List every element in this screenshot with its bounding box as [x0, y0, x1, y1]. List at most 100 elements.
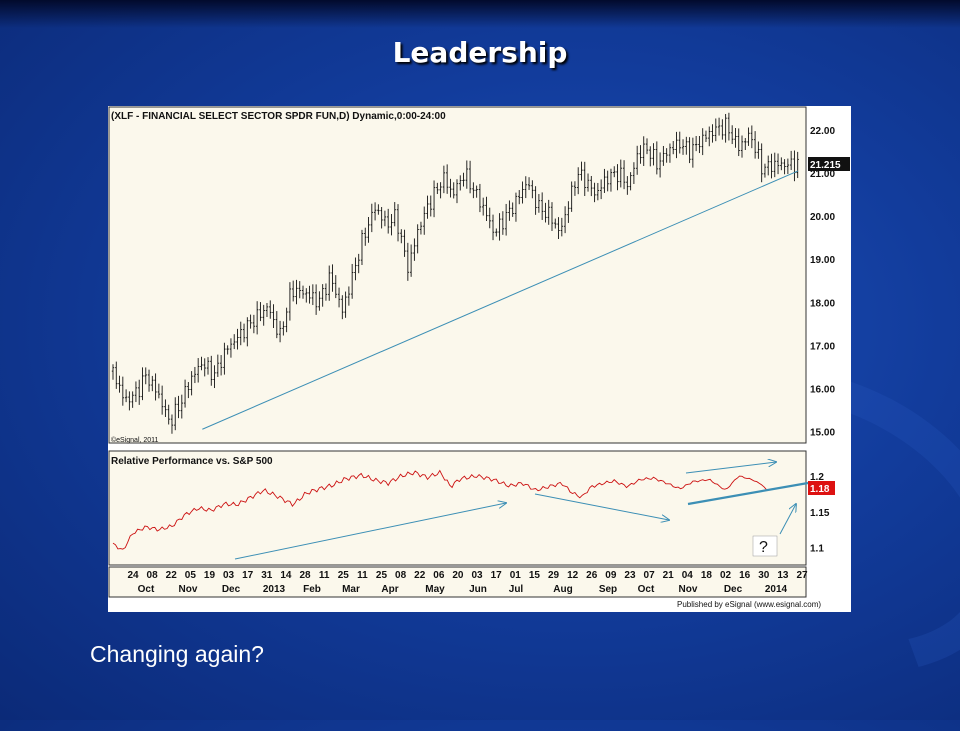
price-bar [206, 357, 210, 375]
price-bar [193, 366, 197, 384]
price-bar [170, 414, 174, 434]
price-bar [298, 281, 301, 299]
price-bar [436, 182, 439, 195]
price-bar [475, 185, 478, 198]
price-bar [128, 391, 131, 411]
price-bar [770, 153, 773, 179]
x-axis-day-label: 17 [491, 570, 503, 581]
price-bar [216, 354, 220, 377]
price-bar [282, 321, 285, 336]
price-bar [501, 211, 505, 235]
x-axis-day-label: 18 [701, 570, 713, 581]
price-bar [249, 314, 252, 329]
question-arrow [779, 504, 796, 535]
x-axis-month-label: 2013 [263, 584, 286, 595]
price-bar [577, 167, 580, 195]
price-bar [409, 244, 413, 277]
price-bar [645, 138, 649, 155]
price-bar [180, 394, 183, 419]
price-bar [796, 151, 799, 179]
relative-last-value-label: 1.18 [810, 484, 830, 495]
price-bar [360, 229, 364, 266]
price-bar [219, 355, 223, 376]
relative-chart-title: Relative Performance vs. S&P 500 [111, 456, 273, 467]
price-bar [167, 404, 170, 425]
x-axis-day-label: 11 [319, 570, 330, 581]
price-bar [789, 150, 793, 171]
price-bar [160, 385, 164, 415]
price-bar [485, 196, 488, 221]
x-axis-day-label: 30 [758, 570, 770, 581]
price-bar [383, 210, 387, 227]
price-bar [406, 242, 410, 281]
price-bar [380, 207, 383, 229]
price-bar [321, 284, 324, 307]
price-bar [400, 229, 403, 244]
price-bar [639, 145, 642, 164]
x-axis-month-label: 2014 [765, 584, 788, 595]
price-bar [681, 139, 685, 155]
price-bar [714, 118, 717, 142]
price-bar [694, 135, 698, 152]
price-bar [531, 180, 534, 199]
relative-y-tick-label: 1.1 [810, 544, 824, 555]
price-bar [455, 179, 459, 204]
price-bar [573, 181, 577, 196]
x-axis-month-label: Dec [222, 584, 241, 595]
price-bar [324, 283, 328, 301]
x-axis-month-label: Nov [679, 584, 698, 595]
price-bar [616, 164, 619, 191]
question-box [752, 535, 778, 557]
price-bar [265, 302, 269, 317]
price-bar [259, 302, 262, 322]
price-bar [675, 131, 678, 159]
price-bar [331, 264, 334, 292]
price-bar [196, 358, 200, 383]
x-axis-month-label: May [425, 584, 445, 595]
x-axis-month-label: Sep [599, 584, 617, 595]
price-bar [685, 136, 688, 155]
x-axis-month-label: Oct [638, 584, 655, 595]
price-bar [311, 284, 315, 306]
price-bar [226, 345, 229, 355]
price-bar [760, 143, 763, 183]
price-bar [314, 284, 318, 315]
price-bar [753, 131, 757, 159]
price-bar [481, 197, 485, 216]
price-bar [138, 379, 141, 405]
price-bar [550, 202, 554, 231]
price-bar [767, 155, 770, 176]
price-bar [174, 397, 177, 431]
price-bar [540, 192, 544, 220]
price-bar [416, 224, 419, 254]
price-bar [111, 364, 115, 380]
x-axis-day-label: 05 [185, 570, 197, 581]
x-axis-day-label: 16 [739, 570, 751, 581]
price-bar [747, 127, 750, 146]
top-dark-band [0, 0, 960, 28]
relative-support-line [687, 481, 809, 506]
price-bar [613, 166, 616, 178]
x-axis-month-label: Apr [381, 584, 398, 595]
price-bar [495, 228, 498, 237]
x-axis-month-label: Aug [553, 584, 572, 595]
price-bar [164, 399, 167, 418]
relative-y-tick-label: 1.15 [810, 508, 830, 519]
x-axis-month-label: Oct [138, 584, 155, 595]
price-bar [780, 157, 783, 171]
slide-title: Leadership [392, 36, 568, 69]
price-bar [672, 140, 675, 155]
price-bar [491, 214, 495, 241]
x-axis-month-label: Mar [342, 584, 360, 595]
x-axis-day-label: 28 [299, 570, 311, 581]
price-bar [124, 389, 128, 403]
price-bar [151, 375, 154, 392]
price-bar [678, 131, 681, 154]
x-axis-day-label: 14 [280, 570, 292, 581]
price-bar [534, 186, 537, 215]
price-bar [717, 117, 721, 136]
x-axis-day-label: 24 [127, 570, 139, 581]
price-panel-bg [108, 106, 807, 444]
price-bar [567, 201, 570, 223]
price-bar [472, 182, 475, 199]
